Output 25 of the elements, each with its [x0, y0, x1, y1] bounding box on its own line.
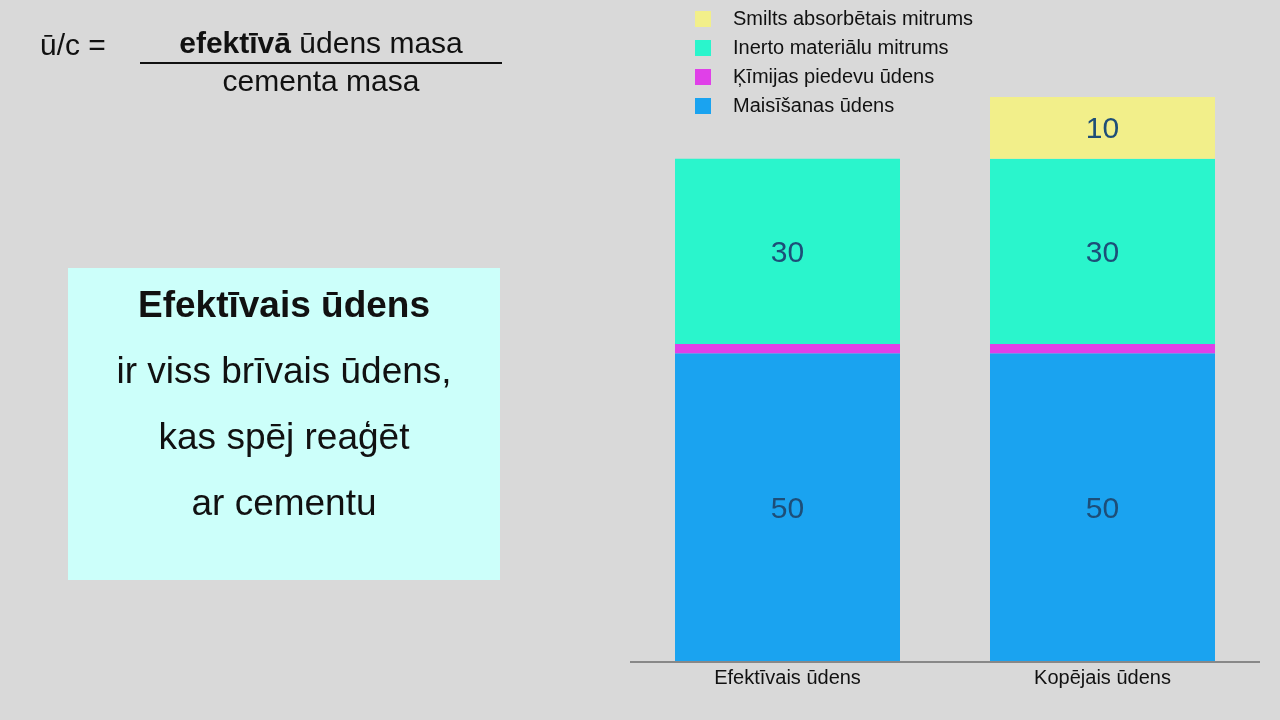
text: ū/c = — [40, 28, 106, 62]
bar — [990, 353, 1215, 662]
data-label: 10 — [1085, 111, 1120, 145]
data-label: 30 — [770, 234, 805, 268]
bar — [675, 353, 900, 662]
text: kas spēj reaģēt — [157, 415, 411, 459]
legend-label: Maisīšanas ūdens — [733, 94, 895, 117]
bar — [675, 158, 900, 344]
bar — [990, 97, 1215, 159]
bar — [675, 343, 900, 354]
bar — [990, 158, 1215, 344]
text: cementa masa — [221, 64, 421, 98]
x-tick-label: Kopējais ūdens — [1034, 666, 1171, 689]
text: ūdens masa — [299, 26, 463, 59]
text: ir viss brīvais ūdens, — [115, 349, 453, 393]
legend-label: Inerto materiālu mitrums — [733, 36, 949, 59]
legend-label: Smilts absorbētais mitrums — [733, 7, 974, 30]
data-label: 30 — [1085, 234, 1120, 268]
text: efektīvā — [179, 26, 291, 59]
bar — [990, 343, 1215, 354]
legend-label: Ķīmijas piedevu ūdens — [733, 65, 935, 88]
text: ar cementu — [190, 481, 378, 525]
text: Efektīvais ūdens — [137, 283, 431, 327]
data-label: 50 — [1085, 491, 1120, 525]
data-label: 50 — [770, 491, 805, 525]
